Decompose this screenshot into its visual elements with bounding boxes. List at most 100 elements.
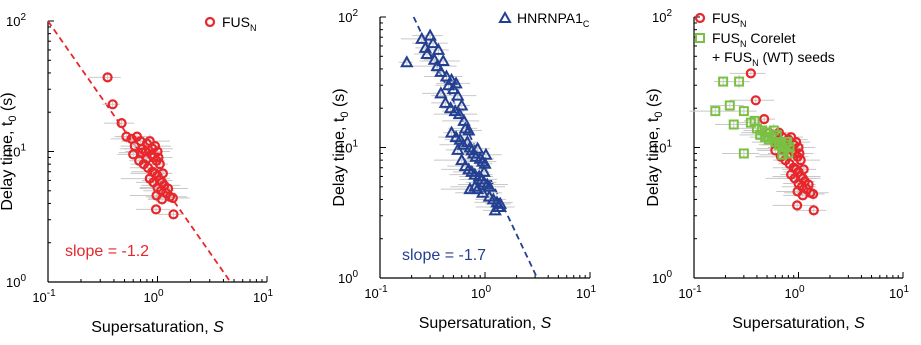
data-point [750,95,761,106]
data-point [795,155,806,166]
data-point [443,101,458,114]
x-axis-label-text: Supersaturation, [732,315,854,332]
y-tick-label: 102 [338,8,358,25]
tick-base: 10 [471,286,485,301]
tick-base: 10 [6,14,20,29]
fit-line [47,20,232,283]
legend-label-suffix: (WT) seeds [759,49,835,65]
data-point [479,147,493,160]
data-point [455,98,469,111]
data-point [734,76,745,87]
legend-marker [498,10,512,23]
legend-marker [695,33,705,43]
tick-exponent: 1 [352,139,358,150]
data-point [434,64,448,77]
y-tick-label: 102 [652,8,672,25]
data-point [163,183,174,194]
data-point [784,142,795,153]
legend-label-text: FUS [712,30,740,46]
x-axis-label: Supersaturation, S [732,315,865,332]
x-tick-label: 101 [889,284,909,301]
tick-base: 10 [364,286,378,301]
legend-label: FUSN Corelet [712,30,796,49]
data-point [749,115,760,126]
tick-exponent: 0 [352,269,358,280]
tick-exponent: 1 [903,284,909,295]
tick-exponent: 0 [20,273,26,284]
legend-label-suffix: Corelet [747,30,796,46]
y-tick-label: 101 [338,139,358,156]
data-point [456,137,470,150]
x-tick-label: 101 [576,284,596,301]
tick-base: 10 [338,271,352,286]
data-point [724,100,735,111]
data-point [759,114,770,125]
tick-exponent: 0 [799,284,805,295]
tick-base: 10 [338,141,352,156]
data-point [400,55,414,68]
x-tick-label: 100 [784,284,804,301]
data-point [451,88,465,101]
data-point [415,31,429,44]
tick-base: 10 [652,271,666,286]
x-axis-label-text: Supersaturation, [419,315,541,332]
tick-exponent: 0 [485,284,491,295]
data-point [470,182,485,195]
x-tick-label: 100 [143,288,163,305]
legend-marker [204,16,216,28]
y-axis-label-text: Delay time, t [331,117,348,206]
data-point [792,186,803,197]
y-tick-label: 101 [6,143,26,160]
tick-base: 10 [784,286,798,301]
legend-label-subscript: C [583,19,590,29]
data-point [438,95,453,108]
data-point [121,131,132,142]
y-tick-label: 100 [338,269,358,286]
tick-base: 10 [253,290,267,305]
y-axis-label-subscript: 0 [7,116,19,122]
data-point [446,82,461,95]
tick-exponent: 1 [267,288,273,299]
x-tick-label: 100 [471,284,491,301]
data-point [782,137,793,148]
data-point [463,182,477,195]
tick-base: 10 [652,10,666,25]
data-point [136,147,147,158]
y-axis-label-suffix: (s) [645,88,662,111]
data-point [710,106,721,117]
data-point [150,204,162,215]
data-point [777,149,788,160]
data-point [420,47,434,60]
legend-label-subscript: N [250,23,257,33]
data-point [141,153,152,164]
y-axis-label: Delay time, t0 (s) [331,88,351,206]
data-point [470,141,485,154]
data-point [157,168,168,179]
data-point [493,196,508,209]
tick-base: 10 [32,290,46,305]
data-point [154,159,165,170]
y-axis-label-subscript: 0 [653,112,665,118]
x-tick-label: 10-1 [32,288,56,305]
y-axis-label-suffix: (s) [331,88,348,111]
tick-base: 10 [143,290,157,305]
data-point [444,125,459,138]
y-tick-label: 101 [652,139,672,156]
data-point [475,185,490,198]
data-point [423,28,437,41]
legend-marker [694,12,706,24]
legend-label-text: FUS [712,10,740,26]
legend-label-subscript: N [752,58,759,68]
data-point [107,99,118,110]
data-point [792,200,803,211]
data-point [738,106,749,117]
data-point [152,146,163,157]
data-point [763,134,774,145]
data-point [151,190,162,201]
data-point [803,179,814,190]
data-point [168,209,179,220]
